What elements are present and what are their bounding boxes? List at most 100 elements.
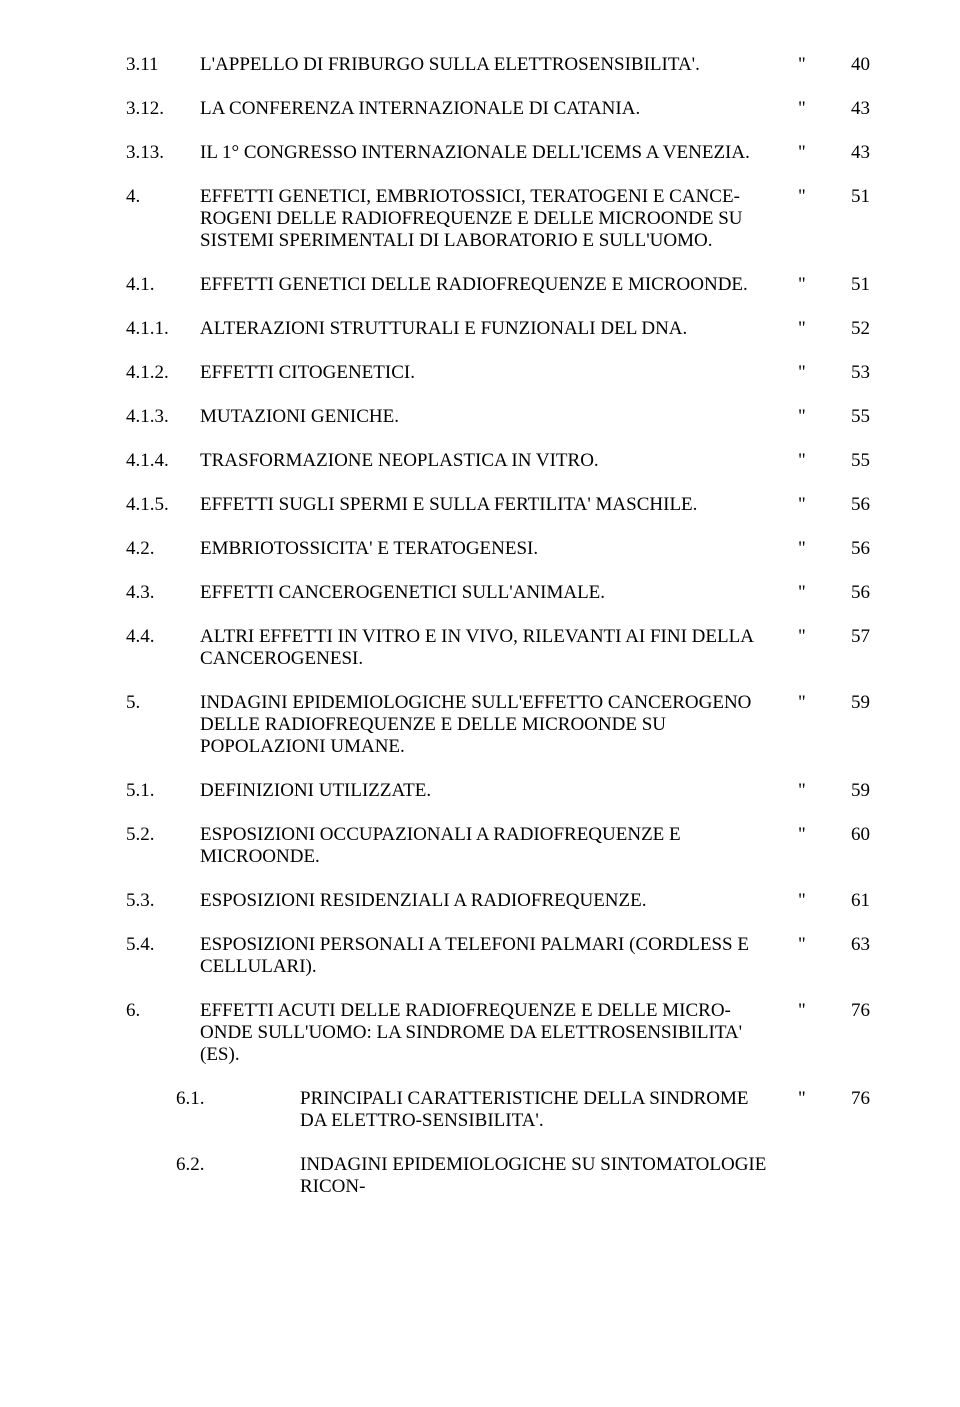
toc-entry-title: EFFETTI SUGLI SPERMI E SULLA FERTILITA' … (200, 494, 798, 516)
toc-entry-number: 4.1.1. (126, 318, 200, 340)
toc-entry-title: EMBRIOTOSSICITA' E TERATOGENESI. (200, 538, 798, 560)
toc-entry-page: 76 (826, 1000, 870, 1022)
toc-entry-page: 57 (826, 626, 870, 648)
toc-entry-number: 3.11 (126, 54, 200, 76)
toc-entry-number: 3.12. (126, 98, 200, 120)
toc-entry-number: 4.1.2. (126, 362, 200, 384)
toc-entry-number: 4.1. (126, 274, 200, 296)
toc-entry-number: 5.1. (126, 780, 200, 802)
toc-entry-title: MUTAZIONI GENICHE. (200, 406, 798, 428)
toc-entry-ditto-mark: " (798, 626, 826, 648)
toc-entry: 6.EFFETTI ACUTI DELLE RADIOFREQUENZE E D… (126, 1000, 870, 1066)
toc-entry: 6.2.INDAGINI EPIDEMIOLOGICHE SU SINTOMAT… (126, 1154, 870, 1198)
toc-entry: 4.2.EMBRIOTOSSICITA' E TERATOGENESI."56 (126, 538, 870, 560)
toc-entry-page: 60 (826, 824, 870, 846)
toc-entry: 4.1.2.EFFETTI CITOGENETICI."53 (126, 362, 870, 384)
toc-entry-page: 43 (826, 142, 870, 164)
toc-entry-title: INDAGINI EPIDEMIOLOGICHE SU SINTOMATOLOG… (300, 1154, 798, 1198)
toc-entry: 5.4.ESPOSIZIONI PERSONALI A TELEFONI PAL… (126, 934, 870, 978)
toc-entry-title: ESPOSIZIONI PERSONALI A TELEFONI PALMARI… (200, 934, 798, 978)
toc-entry-title: TRASFORMAZIONE NEOPLASTICA IN VITRO. (200, 450, 798, 472)
toc-entry-title: EFFETTI ACUTI DELLE RADIOFREQUENZE E DEL… (200, 1000, 798, 1066)
toc-entry-ditto-mark: " (798, 450, 826, 472)
toc-entry-ditto-mark: " (798, 362, 826, 384)
toc-entry-page: 55 (826, 406, 870, 428)
toc-entry-title: DEFINIZIONI UTILIZZATE. (200, 780, 798, 802)
toc-entry-title: LA CONFERENZA INTERNAZIONALE DI CATANIA. (200, 98, 798, 120)
toc-entry-title: IL 1° CONGRESSO INTERNAZIONALE DELL'ICEM… (200, 142, 798, 164)
toc-entry-ditto-mark: " (798, 824, 826, 846)
toc-entry: 5.2.ESPOSIZIONI OCCUPAZIONALI A RADIOFRE… (126, 824, 870, 868)
toc-entry-page: 56 (826, 494, 870, 516)
toc-entry-page: 52 (826, 318, 870, 340)
toc-entry-ditto-mark: " (798, 186, 826, 208)
toc-entry-ditto-mark: " (798, 318, 826, 340)
toc-entry: 5.3.ESPOSIZIONI RESIDENZIALI A RADIOFREQ… (126, 890, 870, 912)
toc-entry-title: ESPOSIZIONI RESIDENZIALI A RADIOFREQUENZ… (200, 890, 798, 912)
toc-entry-ditto-mark: " (798, 538, 826, 560)
toc-entry-number: 6. (126, 1000, 200, 1022)
toc-entry: 4.4.ALTRI EFFETTI IN VITRO E IN VIVO, RI… (126, 626, 870, 670)
toc-entry: 4.3.EFFETTI CANCEROGENETICI SULL'ANIMALE… (126, 582, 870, 604)
toc-entry: 4.1.4.TRASFORMAZIONE NEOPLASTICA IN VITR… (126, 450, 870, 472)
toc-entry-title: INDAGINI EPIDEMIOLOGICHE SULL'EFFETTO CA… (200, 692, 798, 758)
toc-entry-ditto-mark: " (798, 934, 826, 956)
toc-entry-page: 40 (826, 54, 870, 76)
toc-entry: 4.EFFETTI GENETICI, EMBRIOTOSSICI, TERAT… (126, 186, 870, 252)
toc-entry-number: 4.3. (126, 582, 200, 604)
toc-entry: 4.1.3.MUTAZIONI GENICHE."55 (126, 406, 870, 428)
toc-entry-number: 3.13. (126, 142, 200, 164)
toc-entry-title: EFFETTI CANCEROGENETICI SULL'ANIMALE. (200, 582, 798, 604)
toc-entry: 5.INDAGINI EPIDEMIOLOGICHE SULL'EFFETTO … (126, 692, 870, 758)
toc-entry-title: ALTERAZIONI STRUTTURALI E FUNZIONALI DEL… (200, 318, 798, 340)
toc-entry-page: 59 (826, 780, 870, 802)
toc-entry-ditto-mark: " (798, 274, 826, 296)
toc-entry-page: 51 (826, 274, 870, 296)
toc-entry-page: 59 (826, 692, 870, 714)
toc-entry: 4.1.1.ALTERAZIONI STRUTTURALI E FUNZIONA… (126, 318, 870, 340)
toc-entry: 5.1.DEFINIZIONI UTILIZZATE."59 (126, 780, 870, 802)
toc-entry-title: EFFETTI GENETICI DELLE RADIOFREQUENZE E … (200, 274, 798, 296)
toc-entry: 3.11L'APPELLO DI FRIBURGO SULLA ELETTROS… (126, 54, 870, 76)
toc-entry-title: ESPOSIZIONI OCCUPAZIONALI A RADIOFREQUEN… (200, 824, 798, 868)
toc-entry-number: 4.2. (126, 538, 200, 560)
toc-entry-ditto-mark: " (798, 1088, 826, 1110)
toc-entry-ditto-mark: " (798, 582, 826, 604)
toc-entry: 4.1.EFFETTI GENETICI DELLE RADIOFREQUENZ… (126, 274, 870, 296)
toc-entry-number: 4.4. (126, 626, 200, 648)
toc-entry-title: L'APPELLO DI FRIBURGO SULLA ELETTROSENSI… (200, 54, 798, 76)
toc-entry-title: EFFETTI GENETICI, EMBRIOTOSSICI, TERATOG… (200, 186, 798, 252)
toc-entry-number: 4.1.3. (126, 406, 200, 428)
toc-entry-number: 4.1.4. (126, 450, 200, 472)
toc-entry-page: 56 (826, 538, 870, 560)
toc-entry-number: 5. (126, 692, 200, 714)
toc-entry-page: 53 (826, 362, 870, 384)
toc-entry-page: 55 (826, 450, 870, 472)
toc-entry-ditto-mark: " (798, 142, 826, 164)
toc-entry-ditto-mark: " (798, 692, 826, 714)
toc-entry-ditto-mark: " (798, 780, 826, 802)
toc-entry-page: 63 (826, 934, 870, 956)
toc-entry-title: ALTRI EFFETTI IN VITRO E IN VIVO, RILEVA… (200, 626, 798, 670)
toc-entry-number: 5.2. (126, 824, 200, 846)
toc-entry-ditto-mark: " (798, 98, 826, 120)
toc-entry-ditto-mark: " (798, 54, 826, 76)
toc-entry-page: 76 (826, 1088, 870, 1110)
toc-entry-number: 4.1.5. (126, 494, 200, 516)
toc-entry-ditto-mark: " (798, 1000, 826, 1022)
toc-entry-page: 51 (826, 186, 870, 208)
toc-entry-page: 61 (826, 890, 870, 912)
toc-entry-number: 5.4. (126, 934, 200, 956)
toc-entry-ditto-mark: " (798, 406, 826, 428)
toc-entry-number: 6.1. (126, 1088, 300, 1110)
toc-entry-title: PRINCIPALI CARATTERISTICHE DELLA SINDROM… (300, 1088, 798, 1132)
toc-entry-page: 43 (826, 98, 870, 120)
toc-entry-ditto-mark: " (798, 494, 826, 516)
toc-entry-ditto-mark: " (798, 890, 826, 912)
toc-entry-page: 56 (826, 582, 870, 604)
table-of-contents: 3.11L'APPELLO DI FRIBURGO SULLA ELETTROS… (126, 54, 870, 1198)
toc-entry: 3.12.LA CONFERENZA INTERNAZIONALE DI CAT… (126, 98, 870, 120)
toc-entry: 4.1.5.EFFETTI SUGLI SPERMI E SULLA FERTI… (126, 494, 870, 516)
toc-entry: 3.13.IL 1° CONGRESSO INTERNAZIONALE DELL… (126, 142, 870, 164)
toc-entry: 6.1.PRINCIPALI CARATTERISTICHE DELLA SIN… (126, 1088, 870, 1132)
